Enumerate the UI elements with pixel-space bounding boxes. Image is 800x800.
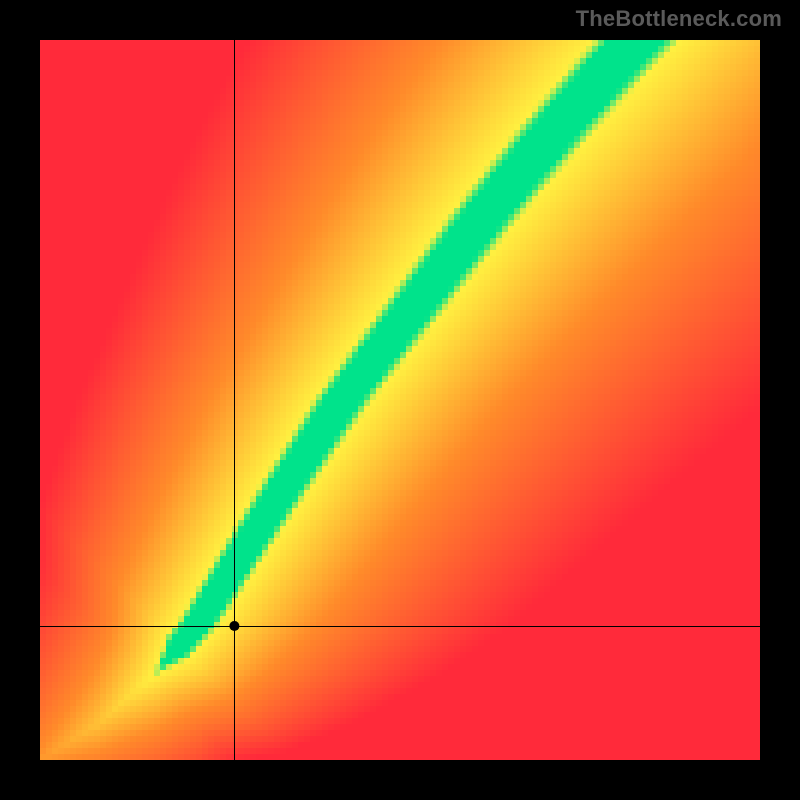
chart-container: TheBottleneck.com — [0, 0, 800, 800]
crosshair-overlay — [40, 40, 760, 760]
watermark-text: TheBottleneck.com — [576, 6, 782, 32]
